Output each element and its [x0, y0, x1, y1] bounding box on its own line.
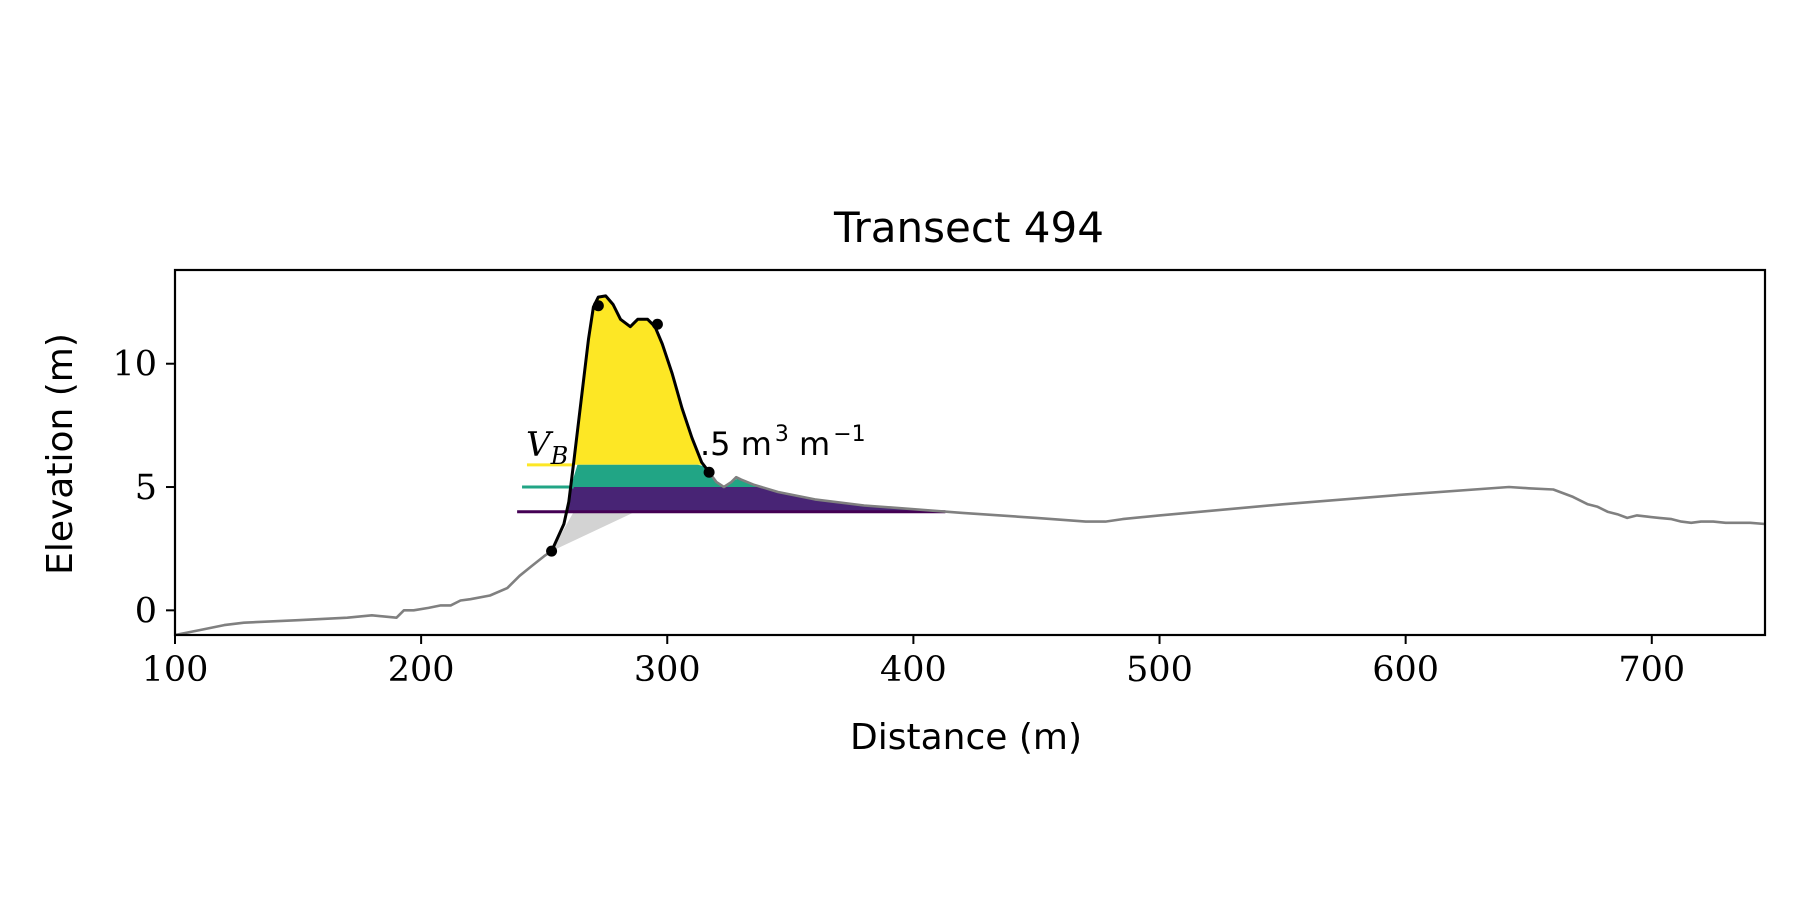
dune-line-2 — [550, 294, 711, 552]
chart-title: Transect 494 — [833, 203, 1104, 252]
key-point-3 — [703, 466, 715, 478]
key-point-0 — [546, 545, 558, 557]
profile-line-0 — [174, 550, 553, 637]
x-tick-label: 200 — [388, 650, 455, 690]
annotation-sub: B — [550, 442, 569, 470]
annotation-number: .5 m — [700, 425, 772, 463]
axes: 100 200 300 400 500 600 700 0 5 10 — [112, 268, 1767, 690]
profile-line-1 — [708, 471, 1766, 526]
key-point-1 — [592, 300, 604, 312]
y-axis-label: Elevation (m) — [40, 333, 81, 575]
band-fill-yellow — [573, 296, 704, 465]
x-tick-label: 400 — [880, 650, 947, 690]
y-tick-label: 10 — [112, 345, 157, 385]
annotation-sup-3: 3 — [775, 422, 789, 447]
key-point-2 — [651, 318, 663, 330]
x-tick-label: 500 — [1126, 650, 1193, 690]
y-tick-label: 0 — [135, 591, 157, 631]
annotation-v: V — [526, 425, 554, 465]
y-tick-label: 5 — [135, 468, 157, 508]
x-tick-label: 600 — [1372, 650, 1439, 690]
band-fill-purple — [566, 487, 946, 512]
x-axis-label: Distance (m) — [850, 717, 1082, 758]
x-tick-label: 300 — [634, 650, 701, 690]
x-tick-label: 700 — [1618, 650, 1685, 690]
annotation-sup-minus1: −1 — [833, 422, 865, 447]
axes-frame — [173, 268, 1767, 637]
annotation-symbol: VB — [526, 425, 568, 470]
plot-area — [174, 294, 1766, 637]
annotation-unit-tail: m — [789, 425, 830, 463]
band-fill-teal — [570, 464, 1509, 487]
x-tick-label: 100 — [142, 650, 209, 690]
toe-wedge-fill — [551, 511, 636, 552]
